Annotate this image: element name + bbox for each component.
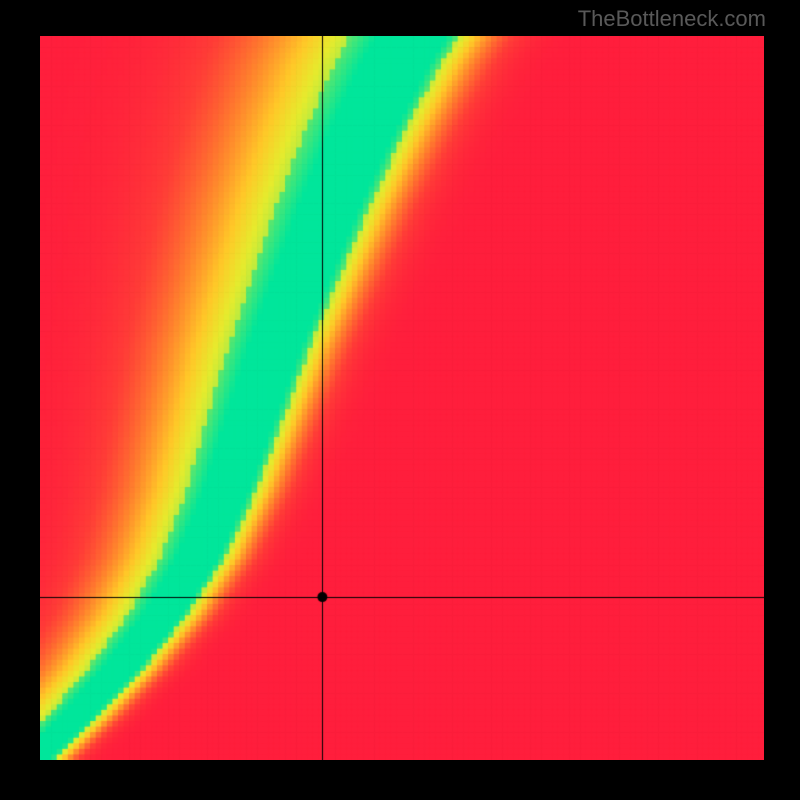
bottleneck-heatmap xyxy=(40,36,764,760)
chart-container: { "figure": { "type": "heatmap", "descri… xyxy=(0,0,800,800)
watermark-text: TheBottleneck.com xyxy=(578,6,766,32)
